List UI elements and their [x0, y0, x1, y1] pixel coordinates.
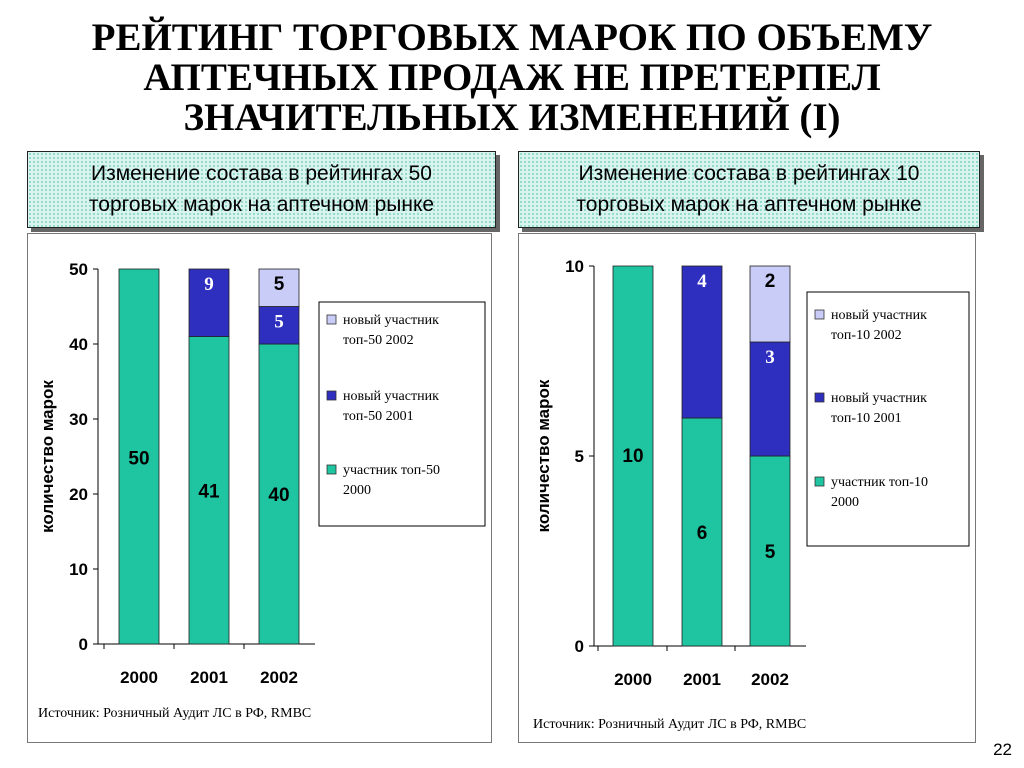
slide-title: РЕЙТИНГ ТОРГОВЫХ МАРОК ПО ОБЪЕМУ АПТЕЧНЫ… [0, 18, 1024, 138]
legend-swatch [326, 390, 337, 401]
data-label: 2 [765, 271, 776, 292]
slide-title-line-1: РЕЙТИНГ ТОРГОВЫХ МАРОК ПО ОБЪЕМУ [91, 16, 933, 59]
bar-segment [258, 306, 300, 345]
y-tick-label: 20 [69, 485, 88, 504]
data-label: 5 [274, 312, 284, 333]
y-tick-label: 30 [69, 410, 88, 429]
bar-segment [749, 265, 791, 343]
right-chart-panel: 0 5 10 количество марок 2000 2001 2002 10 6 4 5 3 2 н… [518, 233, 976, 743]
data-label: 5 [274, 274, 285, 295]
y-tick-label: 10 [565, 257, 584, 276]
page-number: 22 [993, 740, 1012, 759]
legend-label: 2000 [831, 495, 859, 510]
y-tick-label: 0 [575, 637, 584, 656]
data-label: 3 [765, 347, 775, 368]
x-tick-label: 2002 [751, 670, 789, 689]
legend-label: топ-10 2002 [831, 328, 902, 343]
data-label: 4 [697, 271, 707, 292]
legend-label: новый участник [343, 389, 439, 404]
y-tick-label: 40 [69, 335, 88, 354]
legend-label: новый участник [831, 308, 927, 323]
bar-segment [188, 268, 230, 337]
bar-segment [258, 343, 300, 645]
right-chart: 0 5 10 количество марок 2000 2001 2002 10 6 4 5 3 2 н… [534, 257, 970, 689]
legend-label: участник топ-50 [343, 463, 440, 478]
legend-label: топ-50 2002 [343, 333, 414, 348]
x-tick-label: 2001 [683, 670, 721, 689]
legend-label: 2000 [343, 483, 371, 498]
bar-segment [612, 265, 654, 647]
y-tick-label: 10 [69, 560, 88, 579]
legend-label: участник топ-10 [831, 475, 928, 490]
bar-segment [681, 265, 723, 419]
y-axis-title: количество марок [534, 379, 553, 532]
right-chart-header-line-2: торговых марок на аптечном рынке [576, 193, 922, 216]
y-axis-title: количество марок [38, 380, 57, 533]
slide-title-line-2: АПТЕЧНЫХ ПРОДАЖ НЕ ПРЕТЕРПЕЛ [143, 56, 881, 99]
x-tick-label: 2000 [120, 668, 158, 687]
left-source-note: Источник: Розничный Аудит ЛС в РФ, RMBC [38, 706, 312, 721]
left-chart-header-line-1: Изменение состава в рейтингах 50 [91, 162, 432, 185]
data-label: 41 [198, 481, 220, 502]
data-label: 9 [204, 274, 214, 295]
legend-label: топ-10 2001 [831, 411, 902, 426]
left-chart: 0 10 20 30 40 50 количество марок 2000 2001 2002 5… [38, 260, 486, 687]
bar-segment [118, 268, 160, 645]
bar-segment [258, 268, 300, 307]
legend-swatch [814, 392, 825, 403]
y-tick-label: 5 [575, 447, 584, 466]
right-chart-header-line-1: Изменение состава в рейтингах 10 [578, 162, 920, 185]
y-tick-label: 50 [69, 260, 88, 279]
data-label: 50 [128, 449, 149, 470]
right-source-note: Источник: Розничный Аудит ЛС в РФ, RMBC [533, 717, 807, 732]
data-label: 5 [765, 542, 776, 563]
x-tick-label: 2002 [260, 668, 298, 687]
legend-swatch [326, 314, 337, 325]
legend-label: новый участник [343, 313, 439, 328]
legend-label: новый участник [831, 391, 927, 406]
data-label: 6 [697, 523, 708, 544]
left-chart-panel: 0 10 20 30 40 50 количество марок 2000 2001 2002 5… [27, 233, 492, 743]
bar-segment [749, 341, 791, 457]
right-chart-header: Изменение состава в рейтингах 10 торговы… [518, 151, 980, 228]
bar-segment [749, 455, 791, 647]
bar-segment [681, 417, 723, 647]
left-chart-header: Изменение состава в рейтингах 50 торговы… [27, 151, 496, 228]
legend-swatch [814, 476, 825, 487]
legend-swatch [326, 464, 337, 475]
bar-segment [188, 336, 230, 645]
legend-box [806, 291, 970, 547]
x-tick-label: 2000 [614, 670, 652, 689]
legend-label: топ-50 2001 [343, 409, 414, 424]
legend-box [318, 301, 486, 527]
legend-swatch [814, 309, 825, 320]
data-label: 10 [622, 446, 643, 467]
data-label: 40 [268, 485, 289, 506]
x-tick-label: 2001 [190, 668, 228, 687]
left-chart-header-line-2: торговых марок на аптечном рынке [88, 193, 435, 216]
slide-title-line-3: ЗНАЧИТЕЛЬНЫХ ИЗМЕНЕНИЙ (I) [183, 96, 841, 139]
y-tick-label: 0 [79, 635, 88, 654]
